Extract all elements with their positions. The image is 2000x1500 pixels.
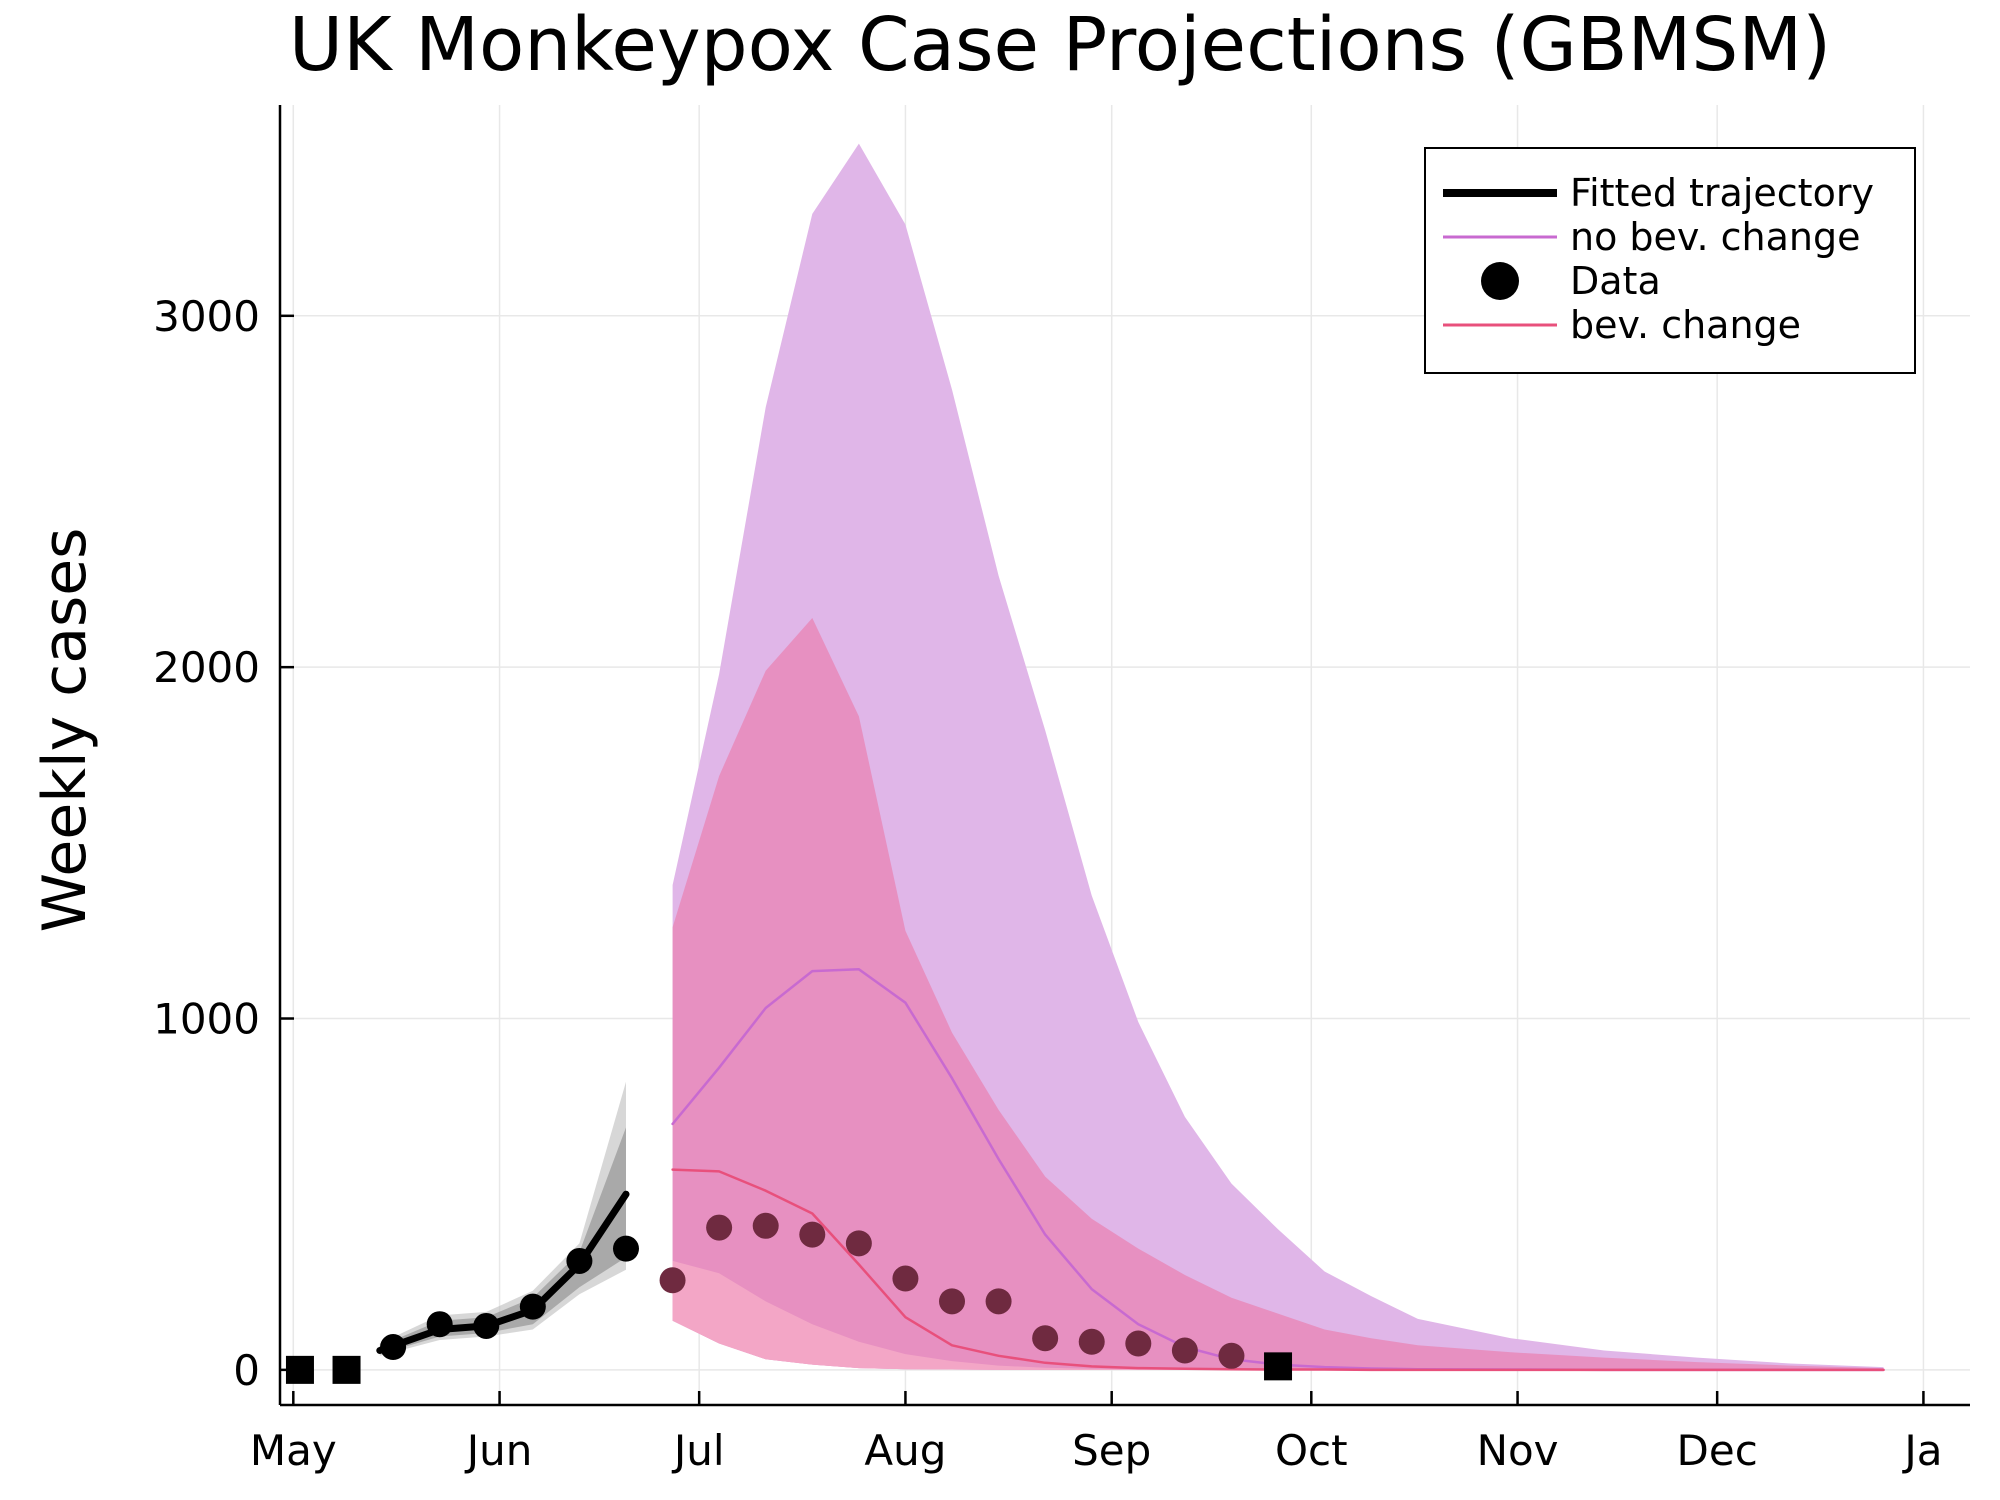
- axes: 0 1000 2000 3000 May Jun Jul Aug Sep Oct Nov Dec Ja: [153, 105, 1970, 1475]
- data-point: [519, 1293, 546, 1320]
- data-point: [380, 1334, 407, 1361]
- bev-change-band-inner: [672, 1260, 1884, 1370]
- bev-change-line: [671, 1168, 1885, 1372]
- y-tick-label: 2000: [153, 643, 260, 692]
- projection-bands: [379, 143, 1884, 1370]
- data-point-post-fit: [752, 1212, 779, 1239]
- data-point: [612, 1235, 639, 1262]
- data-point-post-fit: [939, 1288, 966, 1315]
- data-point: [473, 1312, 500, 1339]
- data-point-post-fit: [1125, 1330, 1152, 1357]
- data-point-post-fit: [845, 1230, 872, 1257]
- data-points: [285, 1212, 1293, 1384]
- data-point-post-fit: [1218, 1342, 1245, 1369]
- y-tick-label: 3000: [153, 292, 260, 341]
- x-tick-label: May: [250, 1426, 337, 1475]
- x-tick-label: Sep: [1072, 1426, 1151, 1475]
- bev-change-band-outer: [672, 618, 1884, 1370]
- x-tick-label: Aug: [864, 1426, 946, 1475]
- legend-label: bev. change: [1570, 303, 1801, 347]
- excluded-data-point: [1264, 1352, 1293, 1381]
- fitted-band-inner: [379, 1127, 626, 1355]
- x-tick-label: Oct: [1275, 1426, 1348, 1475]
- y-tick-label: 1000: [153, 995, 260, 1044]
- x-tick-label: Jun: [464, 1426, 533, 1475]
- no-bev-change-band: [672, 143, 1884, 1370]
- y-axis-label: Weekly cases: [30, 528, 100, 933]
- legend-swatch-marker: [1481, 262, 1519, 300]
- y-tick-label: 0: [233, 1346, 260, 1395]
- x-tick-label: Nov: [1477, 1426, 1559, 1475]
- data-point-post-fit: [706, 1214, 733, 1241]
- data-point-post-fit: [1078, 1328, 1105, 1355]
- data-point-post-fit: [659, 1267, 686, 1294]
- data-point: [426, 1311, 453, 1338]
- data-point-post-fit: [892, 1265, 919, 1292]
- data-point-post-fit: [1032, 1325, 1059, 1352]
- legend-label: Fitted trajectory: [1570, 171, 1874, 215]
- chart-title: UK Monkeypox Case Projections (GBMSM): [289, 2, 1831, 88]
- x-tick-label: Ja: [1901, 1426, 1942, 1475]
- excluded-data-point: [332, 1355, 361, 1384]
- x-tick-label: Jul: [671, 1426, 725, 1475]
- data-point-post-fit: [1171, 1337, 1198, 1364]
- legend-label: no bev. change: [1570, 215, 1860, 259]
- x-tick-label: Dec: [1677, 1426, 1758, 1475]
- data-point: [566, 1247, 593, 1274]
- legend-box: [1424, 147, 1916, 374]
- data-point-post-fit: [799, 1221, 826, 1248]
- legend-label: Data: [1570, 259, 1661, 303]
- data-point-post-fit: [985, 1288, 1012, 1315]
